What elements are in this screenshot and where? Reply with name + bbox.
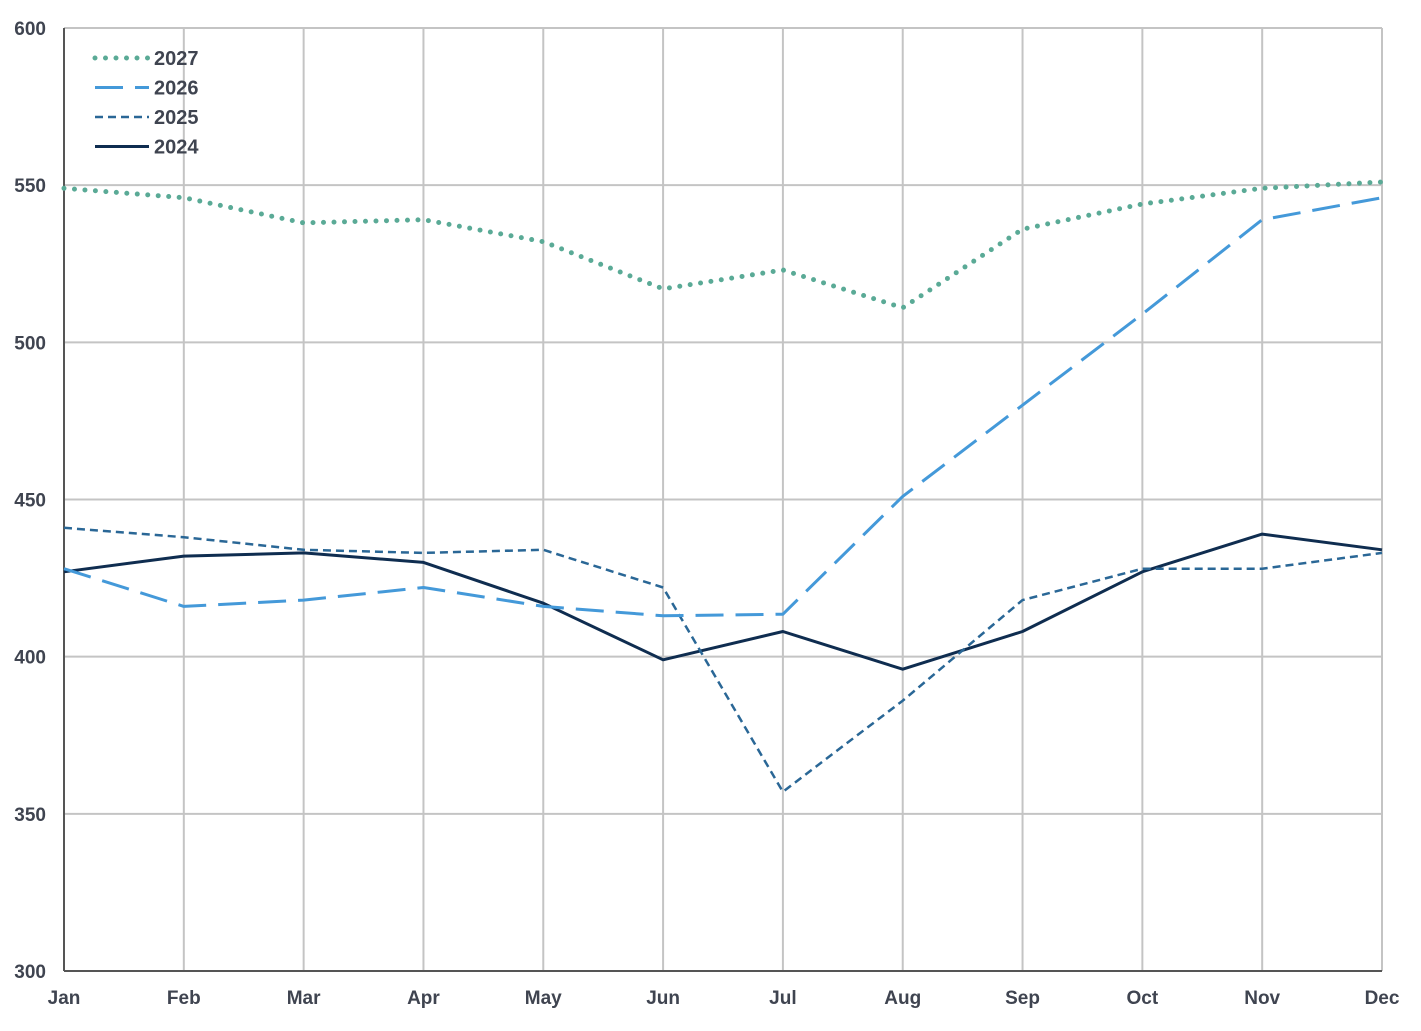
y-tick-label: 600 <box>14 19 46 40</box>
legend: 2027 2026 2025 2024 <box>92 48 199 159</box>
y-tick-label: 450 <box>14 491 46 512</box>
x-tick-label: Aug <box>884 988 921 1009</box>
x-tick-label: Jan <box>48 988 81 1009</box>
series-line-2027 <box>61 179 1385 311</box>
x-tick-label: Dec <box>1365 988 1400 1009</box>
y-tick-label: 400 <box>14 648 46 669</box>
x-tick-label: May <box>525 988 562 1009</box>
y-tick-label: 350 <box>14 805 46 826</box>
legend-label-2025: 2025 <box>154 107 199 129</box>
legend-label-2024: 2024 <box>154 137 199 159</box>
x-tick-label: Apr <box>407 988 440 1009</box>
x-tick-label: Sep <box>1005 988 1040 1009</box>
x-tick-label: Mar <box>287 988 321 1009</box>
legend-label-2026: 2026 <box>154 78 199 100</box>
grid-lines <box>64 27 1383 971</box>
data-series <box>61 179 1385 794</box>
x-tick-label: Feb <box>167 988 201 1009</box>
series-line-2025 <box>63 526 1383 794</box>
x-tick-label: Jul <box>769 988 796 1009</box>
series-line-2024 <box>63 532 1383 671</box>
x-tick-label: Nov <box>1244 988 1280 1009</box>
series-line-2026 <box>63 196 1383 618</box>
x-tick-label: Oct <box>1127 988 1159 1009</box>
y-tick-label: 300 <box>14 962 46 983</box>
y-tick-label: 550 <box>14 176 46 197</box>
legend-label-2027: 2027 <box>154 48 199 70</box>
x-tick-label: Jun <box>646 988 680 1009</box>
axes: 300 350 400 450 500 550 600 Jan Feb Mar Apr May Jun J… <box>14 19 1400 1009</box>
y-tick-label: 500 <box>14 333 46 354</box>
